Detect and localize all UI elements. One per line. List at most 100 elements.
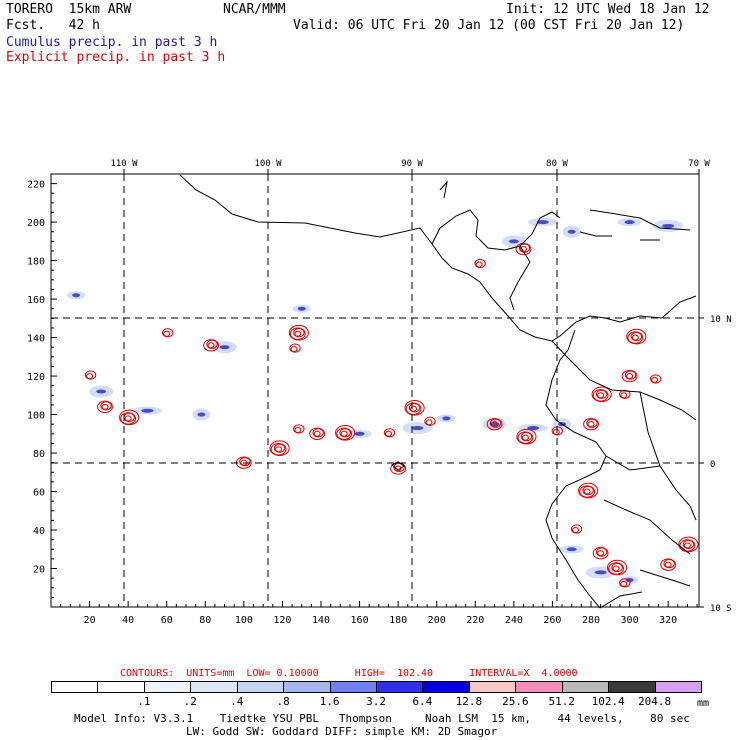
explicit-precip-contour	[312, 428, 324, 438]
x-tick-label: 200	[428, 615, 446, 626]
explicit-precip-contour	[597, 392, 605, 399]
explicit-precip-contour	[621, 369, 638, 383]
explicit-precip-contour	[663, 559, 675, 569]
explicit-precip-contour	[405, 402, 422, 415]
explicit-precip-contour	[385, 430, 392, 437]
colorbar-label: 3.2	[366, 695, 386, 708]
colorbar-label: 6.4	[412, 695, 433, 708]
y-tick-label: 80	[33, 449, 45, 460]
y-tick-label: 200	[27, 218, 45, 229]
y-tick-label: 40	[33, 526, 45, 537]
explicit-precip-contour	[683, 542, 691, 549]
cumulus-precip-core	[662, 223, 675, 228]
explicit-precip-contour	[474, 258, 486, 269]
coastline	[179, 174, 697, 609]
explicit-precip-contour	[336, 427, 353, 440]
explicit-precip-contour	[606, 559, 628, 576]
explicit-precip-contour	[651, 376, 659, 383]
init-time: Init: 12 UTC Wed 18 Jan 12	[506, 2, 710, 17]
explicit-precip-contour	[101, 403, 109, 410]
colorbar-label: .8	[276, 695, 290, 708]
x-tick-label: 60	[161, 615, 173, 626]
explicit-precip-contour	[682, 539, 695, 550]
explicit-precip-contour	[516, 428, 537, 445]
explicit-precip-contour	[119, 409, 140, 426]
explicit-precip-contour	[207, 342, 215, 349]
colorbar-swatch	[97, 681, 145, 693]
y-tick-label: 140	[27, 334, 45, 345]
explicit-precip-contour	[408, 403, 421, 413]
explicit-precip-contour	[486, 417, 503, 431]
cumulus-precip-core	[508, 239, 519, 244]
lon-label: 70 W	[688, 159, 710, 169]
colorbar-swatch	[561, 681, 610, 693]
explicit-precip-contour	[597, 550, 605, 557]
y-axis-ticks: 20 40 60 80 100 120 140 160 180 200 220	[27, 180, 57, 598]
colorbar-label: 25.6	[502, 695, 529, 708]
explicit-precip-contour	[583, 488, 591, 495]
explicit-precip-contour	[162, 328, 174, 338]
colorbar-label: 12.8	[455, 695, 483, 708]
explicit-precip-contour	[649, 374, 662, 384]
explicit-precip-contour	[97, 400, 113, 414]
explicit-precip-contour	[517, 431, 534, 444]
explicit-precip-contour	[289, 343, 301, 353]
explicit-precip-contour	[475, 261, 483, 268]
explicit-precip-contour	[570, 524, 583, 534]
explicit-precip-contour	[660, 558, 677, 571]
colorbar-label: .2	[183, 695, 197, 708]
explicit-precip-contour	[518, 243, 531, 253]
colorbar-label: 51.2	[548, 695, 576, 708]
explicit-precip-contour	[624, 370, 637, 380]
x-axis-ticks: 20 40 60 80 100 120 140 160 180 200 220 240 260 280 30…	[60, 601, 698, 626]
explicit-precip-contour	[309, 427, 326, 440]
explicit-precip-contour	[592, 546, 609, 560]
explicit-precip-contour	[626, 373, 634, 380]
valid-time: Valid: 06 UTC Fri 20 Jan 12 (00 CST Fri …	[293, 18, 685, 33]
lat-label: 10 N	[710, 315, 732, 325]
cumulus-precip-core	[567, 229, 576, 234]
x-tick-label: 300	[621, 615, 639, 626]
explicit-precip-contour	[410, 405, 418, 412]
explicit-precip-contour	[627, 331, 644, 344]
map-frame	[50, 173, 700, 608]
cumulus-precip-core	[442, 416, 451, 421]
x-tick-label: 220	[466, 615, 484, 626]
explicit-precip-contour	[591, 386, 612, 403]
x-tick-label: 180	[389, 615, 407, 626]
colorbar-swatch	[515, 681, 563, 693]
explicit-precip-contour	[270, 442, 287, 456]
explicit-precip-contour	[612, 565, 620, 572]
explicit-precip-contour	[619, 389, 631, 399]
explicit-precip-contour	[592, 389, 609, 402]
lat-label: 10 S	[710, 604, 732, 614]
explicit-precip-contour	[489, 418, 502, 428]
cumulus-precip-core	[72, 293, 81, 298]
explicit-precip-contour	[608, 562, 624, 575]
model-info-line1: Model Info: V3.3.1 Tiedtke YSU PBL Thomp…	[74, 712, 690, 725]
explicit-precip-contour	[552, 428, 560, 435]
explicit-precip-contour	[425, 419, 433, 426]
explicit-precip-contour	[620, 580, 628, 587]
lon-label: 80 W	[546, 159, 568, 169]
explicit-precip-contour	[290, 346, 298, 353]
explicit-precip-contour	[620, 392, 628, 399]
legend-cumulus: Cumulus precip. in past 3 h	[6, 35, 218, 50]
explicit-precip-contour	[491, 421, 499, 428]
explicit-precip-contour	[579, 485, 596, 498]
explicit-precip-contour	[288, 324, 309, 341]
colorbar-unit: mm	[697, 698, 710, 709]
y-tick-label: 180	[27, 257, 45, 268]
explicit-precip-contour	[390, 462, 407, 475]
explicit-precip-contour	[626, 328, 647, 345]
explicit-precip-contour	[664, 561, 672, 568]
cumulus-precip-core	[141, 408, 154, 413]
explicit-precip-contour	[587, 421, 595, 428]
explicit-precip-contour	[269, 440, 290, 456]
explicit-precip-contour	[289, 327, 306, 340]
explicit-precip-contour	[582, 485, 594, 496]
explicit-precip-contour	[294, 426, 302, 433]
explicit-precip-contour	[424, 416, 436, 426]
explicit-precip-contour	[293, 328, 305, 338]
